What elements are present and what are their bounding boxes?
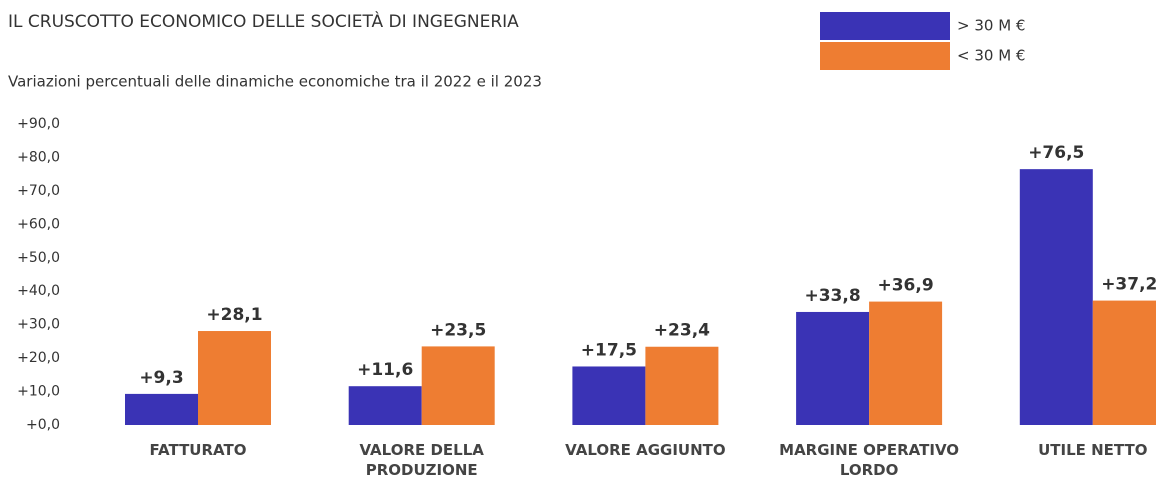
bar (348, 386, 422, 425)
legend-swatch (820, 12, 950, 40)
bar (125, 393, 198, 425)
bar (869, 301, 943, 425)
bar (645, 346, 719, 425)
data-label: +76,5 (1028, 143, 1084, 163)
legend-swatch (820, 42, 950, 70)
legend-label: < 30 M € (957, 47, 1025, 65)
bar (198, 331, 271, 425)
data-label: +17,5 (581, 340, 637, 360)
y-tick-label: +70,0 (17, 183, 60, 199)
bar (1019, 169, 1093, 425)
x-tick-label: VALORE AGGIUNTO (565, 441, 726, 459)
data-label: +36,9 (877, 276, 933, 296)
y-tick-label: +20,0 (17, 350, 60, 366)
y-tick-label: +90,0 (17, 116, 60, 132)
data-label: +23,5 (430, 320, 486, 340)
y-tick-label: +80,0 (17, 149, 60, 165)
bar (421, 346, 495, 425)
y-tick-label: +10,0 (17, 384, 60, 400)
data-label: +37,2 (1101, 275, 1156, 295)
bar (796, 311, 870, 425)
y-tick-label: +40,0 (17, 283, 60, 299)
chart-subtitle: Variazioni percentuali delle dinamiche e… (8, 73, 542, 91)
y-tick-label: +30,0 (17, 317, 60, 333)
legend-label: > 30 M € (957, 17, 1025, 35)
data-label: +11,6 (357, 360, 413, 380)
y-tick-label: +60,0 (17, 216, 60, 232)
y-tick-label: +50,0 (17, 250, 60, 266)
data-label: +28,1 (206, 305, 262, 325)
chart-title: IL CRUSCOTTO ECONOMICO DELLE SOCIETÀ DI … (8, 10, 519, 32)
data-label: +9,3 (139, 368, 183, 388)
x-tick-label: UTILE NETTO (1038, 441, 1148, 459)
data-label: +33,8 (804, 286, 860, 306)
data-label: +23,4 (654, 321, 710, 341)
bar (572, 366, 646, 425)
x-tick-label: FATTURATO (149, 441, 247, 459)
bar (1092, 300, 1156, 425)
x-tick-label: MARGINE OPERATIVO LORDO (779, 441, 960, 479)
x-tick-label: VALORE DELLA PRODUZIONE (359, 441, 484, 479)
y-tick-label: +0,0 (26, 417, 60, 433)
